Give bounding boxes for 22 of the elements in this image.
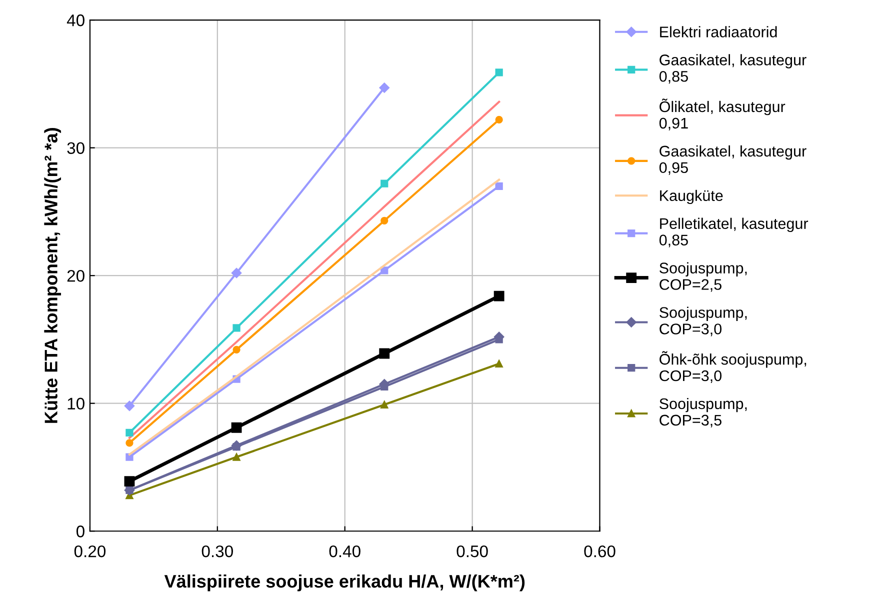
x-tick-label: 0.20 (74, 545, 106, 558)
y-tick-label: 30 (67, 142, 84, 154)
legend-label: Õlikatel, kasutegur 0,91 (659, 98, 786, 130)
x-tick-label: 0.50 (456, 545, 488, 558)
legend-label: Gaasikatel, kasutegur 0,95 (659, 145, 806, 175)
y-tick-label: 10 (68, 398, 84, 410)
legend-label: Gaasikatel, kasutegur 0,85 (659, 54, 806, 84)
x-tick-label: 0.30 (202, 545, 233, 558)
x-tick-label: 0.60 (584, 545, 616, 558)
legend-label: Kaugküte (660, 190, 723, 204)
legend-label: Soojuspump, COP=3,5 (660, 398, 747, 428)
legend-label: Pelletikatel, kasutegur 0,85 (659, 218, 808, 248)
x-tick-label: 0.40 (329, 545, 360, 558)
legend-label: Soojuspump, COP=2,5 (660, 262, 747, 292)
y-axis-title: Kütte ETA komponent, kWh/(m² *a) (44, 128, 62, 423)
y-tick-label: 20 (67, 270, 84, 282)
legend-label: Elektri radiaatorid (660, 26, 777, 38)
legend-label: Õhk-õhk soojuspump, COP=3,0 (660, 351, 806, 383)
legend-label: Soojuspump, COP=3,0 (660, 306, 747, 336)
y-tick-label: 0 (76, 526, 84, 538)
x-axis-title: Välispiirete soojuse erikadu H/A, W/(K*m²) (164, 574, 525, 592)
y-tick-label: 40 (66, 14, 84, 26)
